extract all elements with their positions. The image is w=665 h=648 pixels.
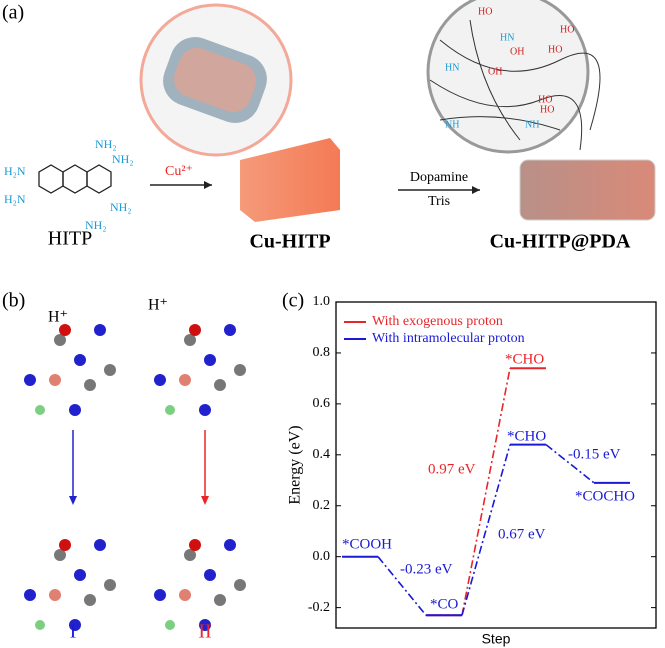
panel-label: (c) [282,290,304,312]
amine-label: H₂N [4,192,26,206]
annotation: *CO [430,596,459,612]
annotation: *COOH [342,536,392,552]
y-tick-label: 1.0 [313,294,331,309]
amine-label: NH₂ [110,200,132,214]
reagent: Cu²⁺ [165,164,193,179]
compound-label: Cu-HITP@PDA [490,231,631,253]
connector [461,368,511,616]
x-axis-label: Step [482,631,511,647]
annotation: *CHO [507,428,546,444]
group-label: OH [510,46,524,57]
annotation: 0.97 eV [428,461,476,477]
amine-label: NH₂ [112,152,134,166]
molecule-models [24,324,246,631]
compound-label: Cu-HITP [249,231,330,253]
y-axis-label: Energy (eV) [287,425,304,504]
connector [461,444,511,616]
annotation: -0.15 eV [568,446,621,462]
connector [545,443,595,484]
path-label: II [198,621,211,643]
condition: Tris [428,194,450,209]
legend-label: With intramolecular proton [372,331,525,346]
annotation: *CHO [505,351,544,367]
annotation: -0.23 eV [400,561,453,577]
hitp-structure [38,164,112,194]
arrow-head [201,496,209,505]
path-label: I [70,621,77,643]
plot-frame [335,301,657,629]
group-label: NH [445,119,459,130]
group-label: HO [548,44,562,55]
y-tick-label: 0.4 [313,447,331,462]
annotation: *COCHO [575,488,635,504]
legend-label: With exogenous proton [372,314,503,329]
group-label: HO [540,104,554,115]
amine-label: NH₂ [95,137,117,151]
amine-label: H₂N [4,164,26,178]
y-tick-label: 0.8 [313,345,331,360]
compound-label: HITP [48,228,92,250]
cu-hitp-rod [240,138,340,222]
y-tick-label: 0.0 [313,549,331,564]
proton-label: H⁺ [148,297,168,314]
group-label: HN [500,32,514,43]
connector [377,556,427,616]
panel-label: (b) [2,290,25,312]
arrow-head [204,181,212,189]
y-tick-label: 0.2 [313,498,331,513]
arrow-head [69,496,77,505]
cu-hitp-pda-rod [519,159,656,221]
y-tick-label: -0.2 [308,600,330,615]
cu-hitp-zoom [163,37,267,123]
proton-label: H⁺ [48,309,68,326]
group-label: HO [538,94,552,105]
group-label: HN [445,62,459,73]
amine-label: NH₂ [85,218,107,232]
group-label: NH [525,119,539,130]
arrow-head [472,186,480,194]
group-label: HO [560,24,574,35]
annotation: 0.67 eV [498,526,546,542]
zoom-circle [426,0,590,154]
group-label: HO [478,6,492,17]
panel-label: (a) [2,2,24,24]
pda-strands [429,19,601,151]
y-tick-label: 0.6 [313,396,331,411]
condition: Dopamine [410,170,468,185]
group-label: OH [488,66,502,77]
